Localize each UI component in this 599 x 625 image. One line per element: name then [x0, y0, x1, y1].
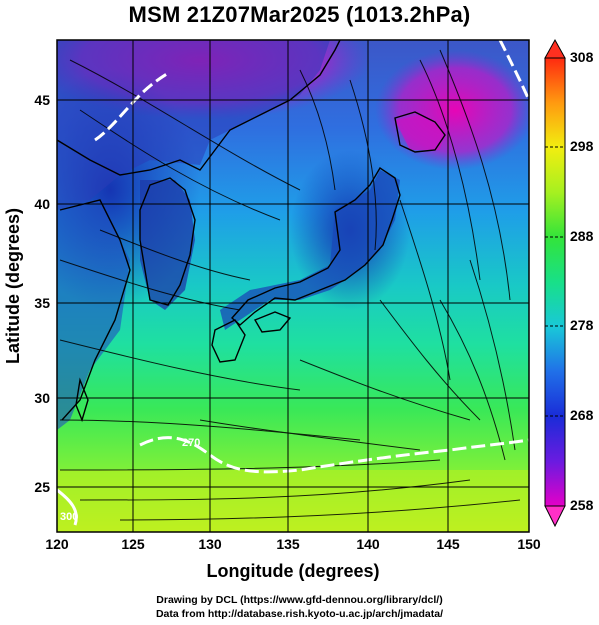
x-tick-135: 135 [276, 536, 300, 552]
contour-label-300: 300 [60, 511, 78, 523]
x-tick-125: 125 [121, 536, 145, 552]
y-tick-40: 40 [34, 196, 50, 212]
contour-lines [57, 40, 529, 526]
x-tick-labels: 120 125 130 135 140 145 150 [45, 536, 541, 552]
colorbar-tick-308: 308 [570, 49, 594, 65]
y-tick-labels: 25 30 35 40 45 [34, 92, 50, 495]
y-tick-45: 45 [34, 92, 50, 108]
y-axis-label: Latitude (degrees) [3, 208, 23, 364]
colorbar-tick-278: 278 [570, 317, 594, 333]
y-tick-30: 30 [34, 390, 50, 406]
page-title: MSM 21Z07Mar2025 (1013.2hPa) [128, 2, 471, 27]
x-tick-145: 145 [436, 536, 460, 552]
grid-lines [57, 40, 529, 532]
y-tick-25: 25 [34, 479, 50, 495]
colorbar-max-arrow [544, 38, 566, 59]
x-tick-130: 130 [198, 536, 222, 552]
colorbar: 308 298 288 278 268 258 [544, 38, 594, 528]
temperature-field [57, 40, 529, 532]
colorbar-tick-268: 268 [570, 407, 594, 423]
x-tick-150: 150 [517, 536, 541, 552]
colorbar-min-arrow [544, 505, 566, 528]
credits: Drawing by DCL (https://www.gfd-dennou.o… [0, 593, 599, 621]
colorbar-tick-258: 258 [570, 497, 594, 513]
credit-drawing: Drawing by DCL (https://www.gfd-dennou.o… [156, 594, 443, 606]
x-tick-140: 140 [356, 536, 380, 552]
y-tick-35: 35 [34, 295, 50, 311]
plot-frame [56, 39, 530, 533]
x-axis-label: Longitude (degrees) [206, 561, 379, 581]
colorbar-tick-288: 288 [570, 228, 594, 244]
credit-data: Data from http://database.rish.kyoto-u.a… [155, 608, 444, 620]
colorbar-tick-298: 298 [570, 138, 594, 154]
contour-label-270: 270 [182, 437, 200, 449]
x-tick-120: 120 [45, 536, 69, 552]
